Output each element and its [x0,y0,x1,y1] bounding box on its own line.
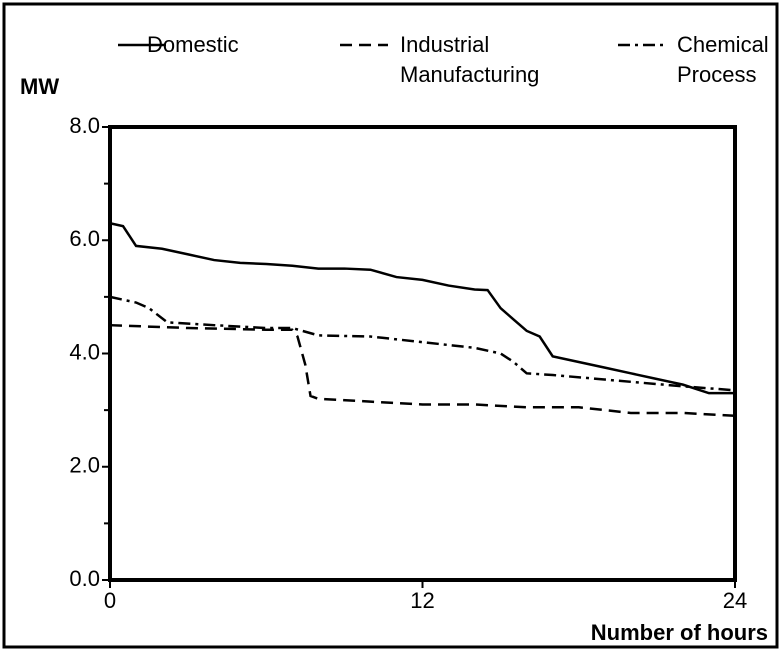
y-axis-label: MW [20,74,59,99]
y-tick-label: 6.0 [69,226,100,251]
data-line [109,323,736,418]
x-axis-label: Number of hours [591,620,768,645]
data-line [109,222,735,395]
y-tick-label: 8.0 [69,113,100,138]
plot-area [108,125,737,582]
legend-label: Industrial Manufacturing [400,32,540,87]
y-tick-label: 0.0 [69,566,100,591]
data-line [109,295,736,392]
x-tick-label: 12 [410,588,434,613]
legend-label: Domestic [147,32,239,57]
x-tick-label: 24 [723,588,747,613]
legend-label: Chemical Process [677,32,769,87]
y-tick-label: 4.0 [69,339,100,364]
x-tick-label: 0 [104,588,116,613]
y-tick-label: 2.0 [69,453,100,478]
